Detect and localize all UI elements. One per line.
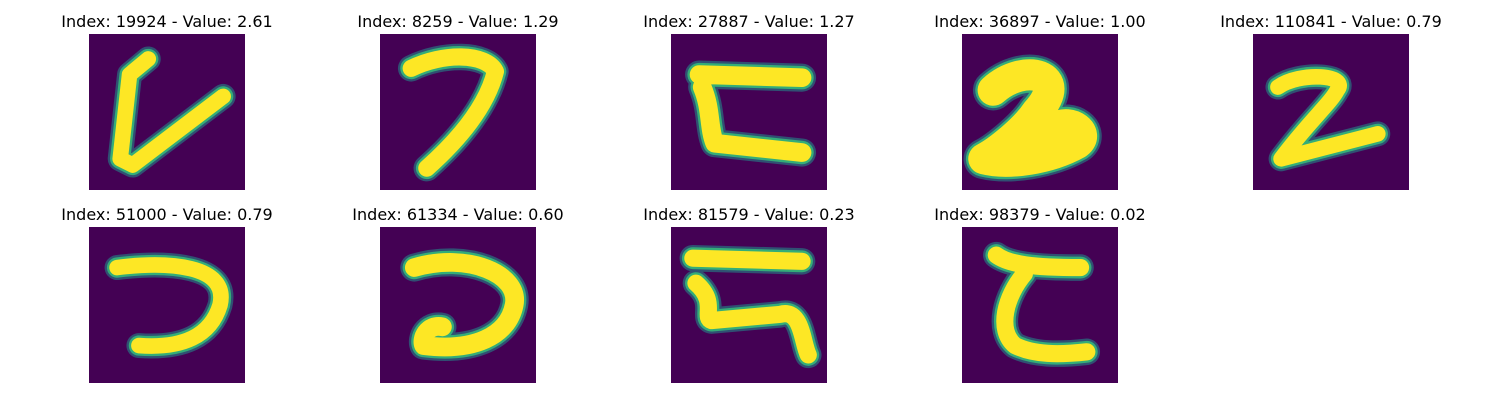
panel: Index: 98379 - Value: 0.02 xyxy=(895,205,1185,395)
panel-image xyxy=(671,227,827,383)
panel-title: Index: 36897 - Value: 1.00 xyxy=(934,12,1146,31)
panel: Index: 8259 - Value: 1.29 xyxy=(313,12,603,202)
panel-image xyxy=(671,34,827,190)
panel: Index: 110841 - Value: 0.79 xyxy=(1186,12,1476,202)
glyph-stroke xyxy=(684,249,817,364)
glyph-stroke xyxy=(689,65,812,162)
panel-image xyxy=(89,227,245,383)
glyph-svg xyxy=(963,54,1102,182)
glyph-svg xyxy=(685,60,817,167)
glyph-stroke xyxy=(1270,69,1386,167)
glyph-svg xyxy=(397,43,509,182)
glyph-stroke xyxy=(987,246,1096,363)
panel-image xyxy=(89,34,245,190)
panel: Index: 51000 - Value: 0.79 xyxy=(22,205,312,395)
glyph-svg xyxy=(107,46,236,178)
panel-image xyxy=(1253,34,1409,190)
panel-title: Index: 98379 - Value: 0.02 xyxy=(934,205,1146,224)
panel-title: Index: 19924 - Value: 2.61 xyxy=(61,12,273,31)
glyph-svg xyxy=(983,241,1101,367)
glyph-stroke xyxy=(112,51,231,173)
panel-title: Index: 110841 - Value: 0.79 xyxy=(1220,12,1442,31)
panel: Index: 61334 - Value: 0.60 xyxy=(313,205,603,395)
panel: Index: 81579 - Value: 0.23 xyxy=(604,205,894,395)
panel: Index: 27887 - Value: 1.27 xyxy=(604,12,894,202)
glyph-svg xyxy=(400,248,529,361)
glyph-stroke xyxy=(404,253,524,357)
panel-image xyxy=(380,227,536,383)
panel: Index: 36897 - Value: 1.00 xyxy=(895,12,1185,202)
panel-title: Index: 8259 - Value: 1.29 xyxy=(357,12,559,31)
panel-title: Index: 61334 - Value: 0.60 xyxy=(352,205,564,224)
glyph-svg xyxy=(679,244,822,369)
glyph-svg xyxy=(1265,64,1391,172)
panel-image xyxy=(380,34,536,190)
panel-title: Index: 27887 - Value: 1.27 xyxy=(643,12,855,31)
panel-title: Index: 81579 - Value: 0.23 xyxy=(643,205,855,224)
glyph-stroke xyxy=(109,257,229,354)
panel-title: Index: 51000 - Value: 0.79 xyxy=(61,205,273,224)
glyph-stroke xyxy=(402,48,505,177)
glyph-stroke xyxy=(968,59,1097,177)
panel-image xyxy=(962,227,1118,383)
panel: Index: 19924 - Value: 2.61 xyxy=(22,12,312,202)
panel-image xyxy=(962,34,1118,190)
glyph-svg xyxy=(104,252,234,359)
